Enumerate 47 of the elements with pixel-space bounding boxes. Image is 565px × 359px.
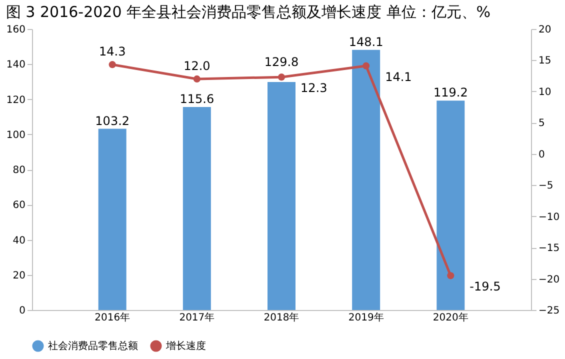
chart-title: 图 3 2016-2020 年全县社会消费品零售总额及增长速度 单位：亿元、% — [6, 3, 491, 21]
point — [278, 74, 286, 81]
point — [447, 272, 454, 280]
y2-tick-label: −15 — [538, 243, 560, 254]
y-tick-label: 120 — [6, 94, 26, 106]
y2-tick-label: 15 — [538, 56, 552, 67]
bar — [182, 106, 211, 310]
y-tick-label: 160 — [6, 24, 26, 36]
y2-tick-label: −5 — [538, 180, 554, 192]
y2-tick-label: 0 — [538, 149, 545, 160]
point — [108, 61, 116, 68]
y2-tick-label: −20 — [538, 274, 560, 286]
y2-tick-label: 5 — [538, 118, 545, 130]
y-tick-label: 0 — [19, 306, 26, 316]
y-tick-label: 40 — [12, 235, 26, 246]
x-tick-label: 2017年 — [179, 312, 215, 324]
data-label: 12.3 — [300, 81, 328, 96]
x-tick-label: 2018年 — [264, 312, 300, 324]
data-label: 148.1 — [348, 34, 384, 49]
y-tick-label: 80 — [12, 165, 26, 176]
x-tick-label: 2016年 — [94, 312, 130, 324]
data-label: 119.2 — [433, 86, 468, 100]
y2-tick-label: 10 — [538, 86, 552, 98]
bar — [268, 82, 296, 310]
point — [193, 75, 200, 82]
point — [362, 62, 370, 70]
data-label: 12.0 — [184, 58, 210, 73]
y2-tick-label: −10 — [538, 212, 560, 223]
y2-tick-label: −25 — [538, 306, 560, 316]
data-label: 129.8 — [264, 55, 299, 70]
y-tick-label: 60 — [12, 200, 26, 212]
bar — [98, 128, 126, 310]
bar — [436, 100, 465, 310]
legend-label: 增长速度 — [165, 340, 206, 352]
x-tick-label: 2020年 — [432, 312, 468, 324]
data-label: 14.3 — [98, 44, 126, 59]
legend-label: 社会消费品零售总额 — [48, 340, 138, 352]
y2-tick-label: 20 — [538, 24, 552, 36]
x-tick-label: 2019年 — [348, 312, 384, 324]
data-label: 14.1 — [385, 70, 412, 84]
y-tick-label: 20 — [12, 270, 26, 282]
bar — [352, 50, 380, 310]
data-label: -19.5 — [470, 280, 501, 294]
data-label: 115.6 — [180, 92, 214, 106]
data-label: 103.2 — [95, 114, 130, 128]
y-tick-label: 140 — [6, 60, 26, 71]
y-tick-label: 100 — [6, 130, 26, 141]
